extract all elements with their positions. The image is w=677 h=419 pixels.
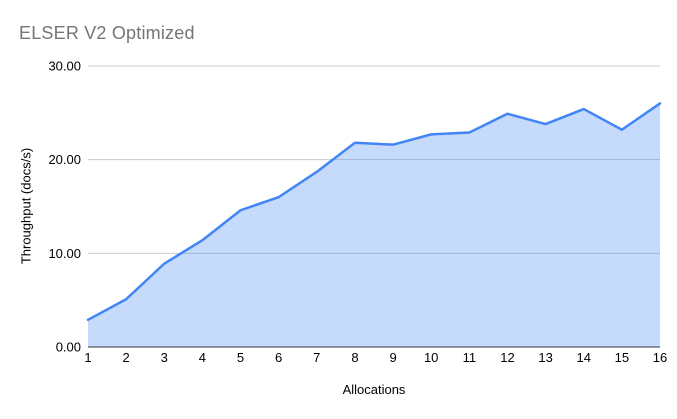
x-tick-label: 15 [615,350,629,365]
x-tick-label: 7 [313,350,320,365]
x-tick-label: 14 [576,350,590,365]
x-tick-label: 1 [84,350,91,365]
x-tick-label: 3 [161,350,168,365]
x-tick-label: 5 [237,350,244,365]
y-tick-label: 20.00 [48,152,81,167]
x-tick-label: 2 [123,350,130,365]
x-tick-label: 16 [653,350,667,365]
series-area-fill [88,103,660,347]
x-tick-label: 13 [538,350,552,365]
chart-title: ELSER V2 Optimized [19,23,195,43]
x-tick-label: 9 [389,350,396,365]
series-line [86,102,662,322]
x-tick-label: 11 [463,350,477,365]
x-tick-label: 8 [351,350,358,365]
x-tick-label: 12 [500,350,514,365]
x-tick-label: 4 [199,350,206,365]
x-tick-label: 6 [275,350,282,365]
x-tick-label: 10 [424,350,438,365]
y-tick-label: 0.00 [56,340,81,355]
y-tick-label: 30.00 [48,59,81,74]
x-axis-title: Allocations [342,382,406,397]
y-tick-label: 10.00 [48,246,81,261]
